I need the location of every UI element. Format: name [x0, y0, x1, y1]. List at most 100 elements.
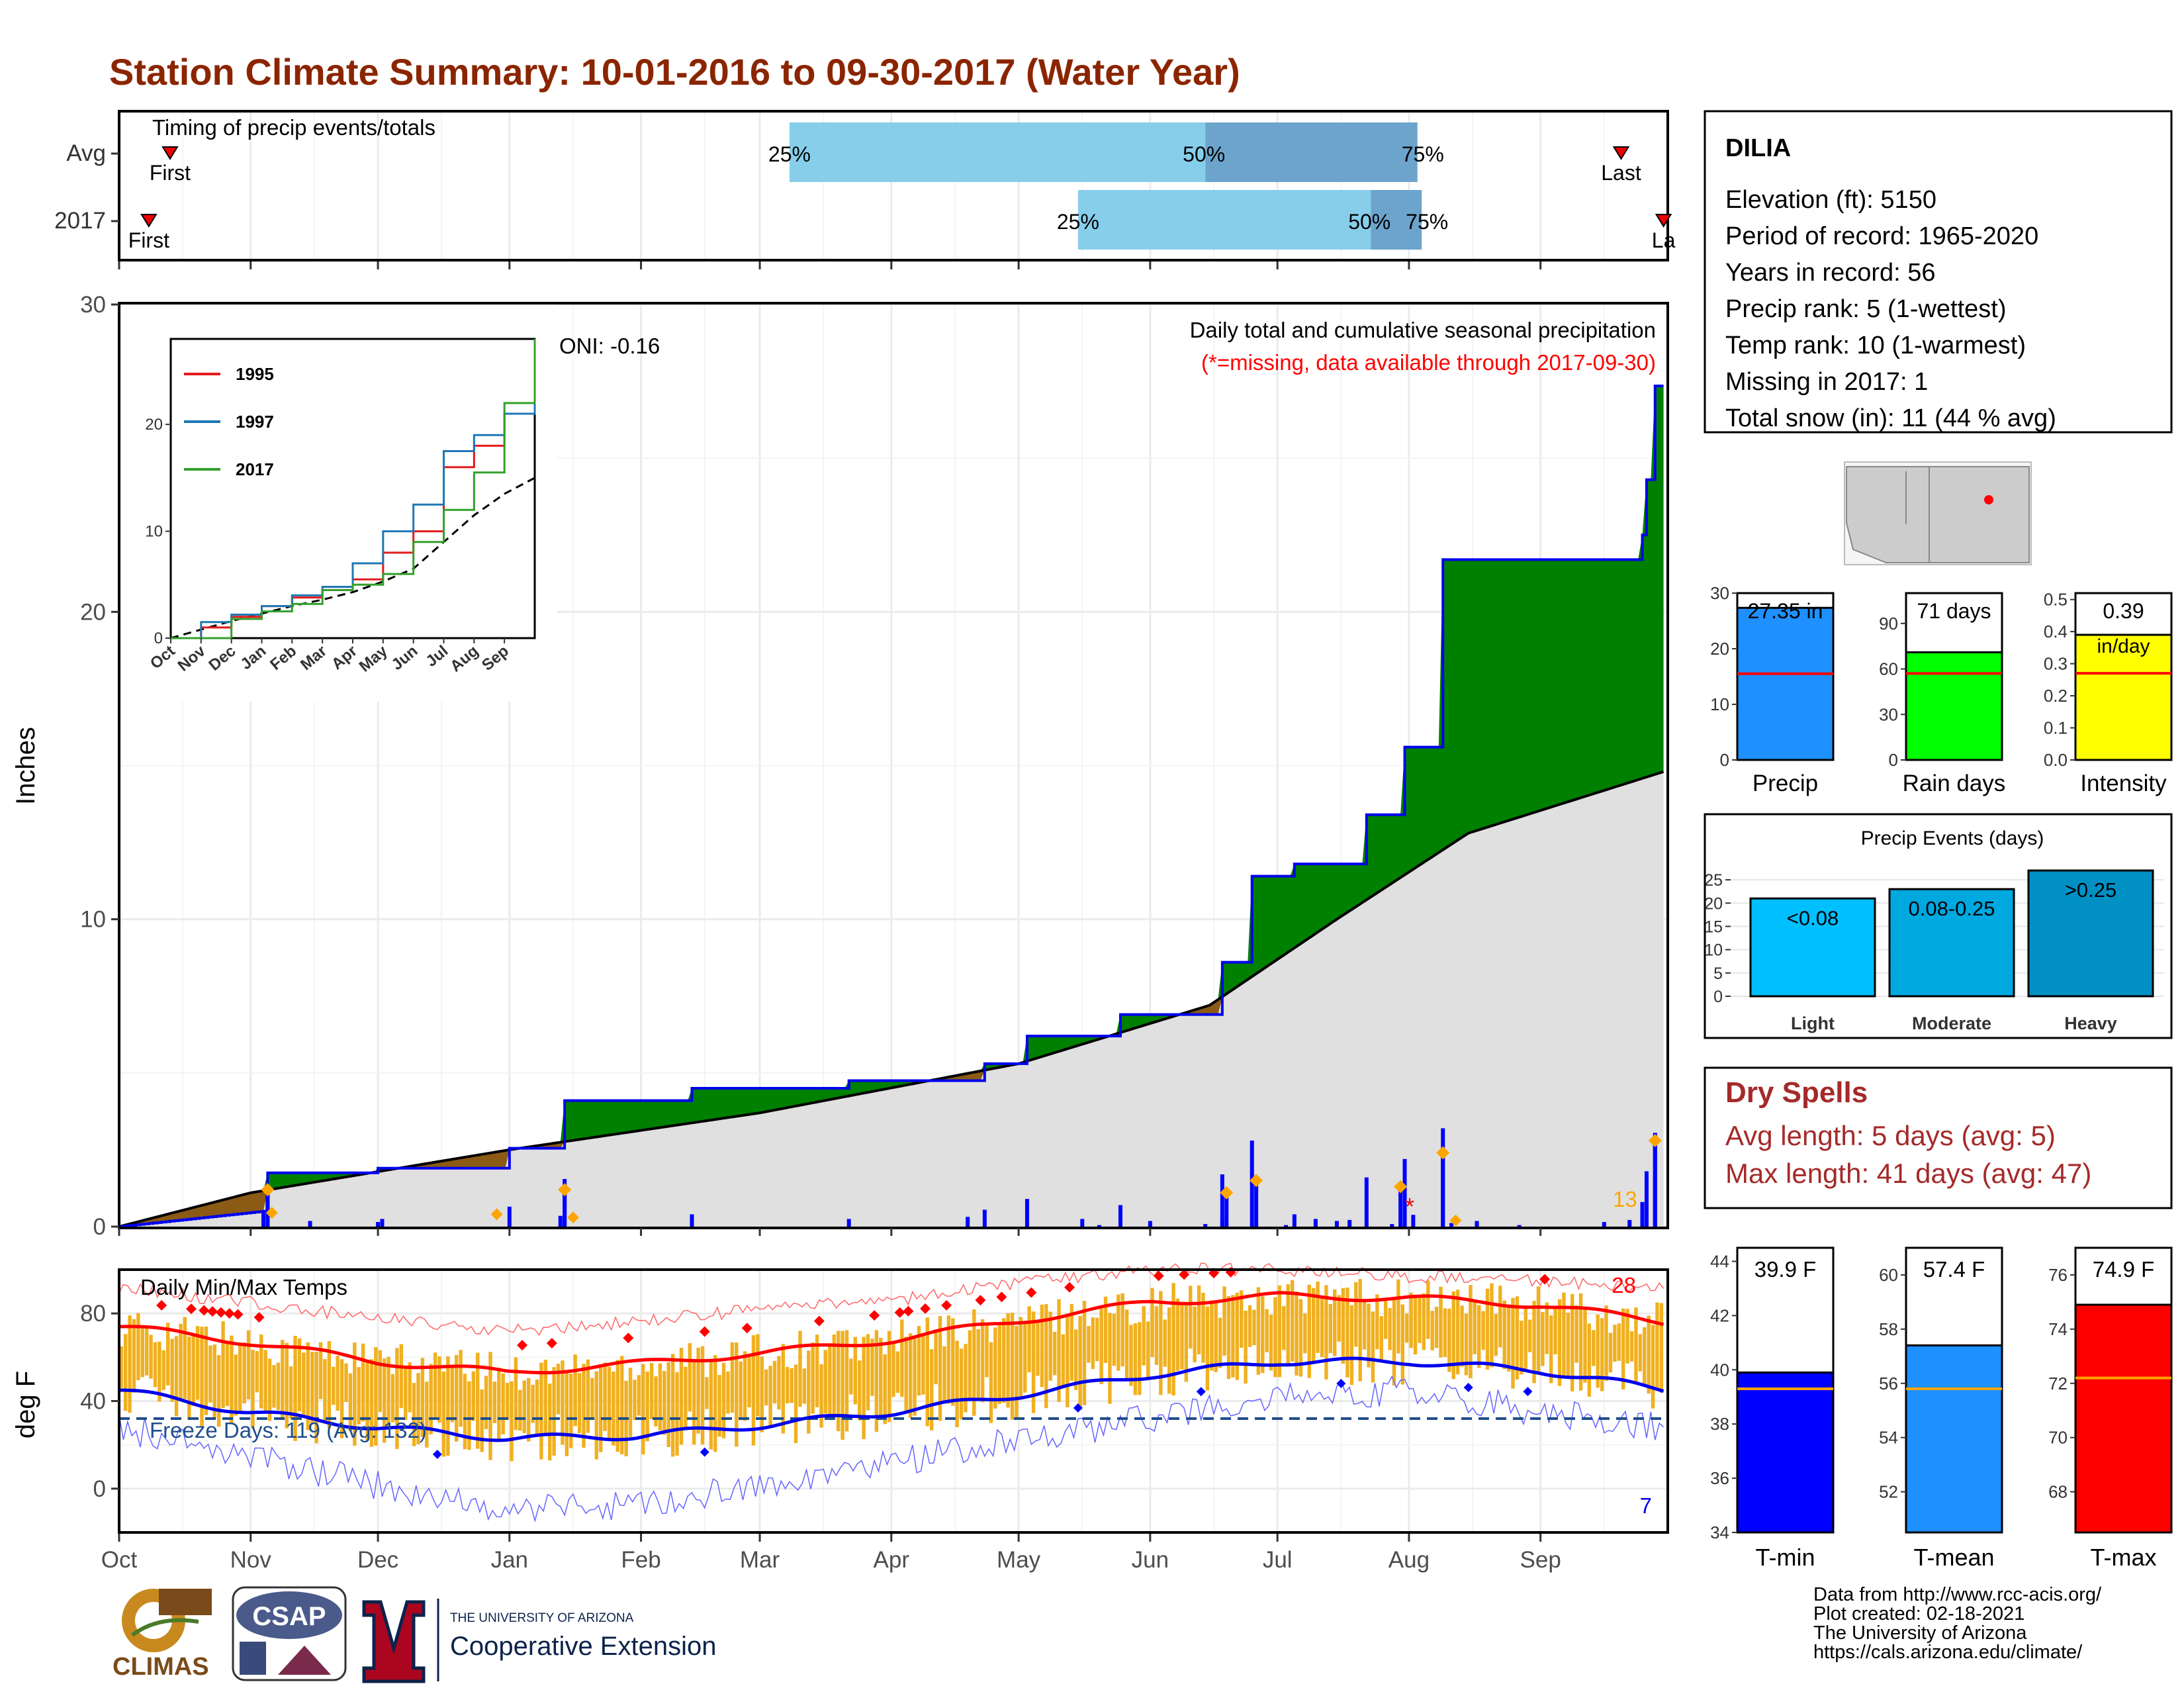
daily-temp-bar — [1643, 1327, 1647, 1385]
daily-temp-bar — [1426, 1280, 1430, 1339]
daily-temp-bar — [586, 1359, 590, 1433]
events-y-tick-label: 15 — [1704, 917, 1723, 936]
summary-bar-value: 71 days — [1917, 599, 1991, 623]
daily-precip-bar — [1640, 1201, 1645, 1227]
daily-temp-bar — [1460, 1305, 1464, 1367]
summary-bar-value: 0.39 — [2103, 599, 2144, 623]
daily-temp-bar — [153, 1342, 158, 1387]
station-info-line: Years in record: 56 — [1725, 259, 1936, 287]
daily-temp-bar — [688, 1343, 692, 1412]
daily-temp-bar — [959, 1348, 964, 1420]
daily-temp-bar — [964, 1344, 968, 1413]
daily-temp-bar — [1439, 1286, 1443, 1358]
daily-temp-bar — [1520, 1321, 1524, 1375]
daily-temp-bar — [425, 1382, 429, 1448]
daily-temp-bar — [619, 1356, 624, 1454]
daily-precip-bar — [966, 1217, 970, 1227]
daily-temp-bar — [310, 1352, 314, 1425]
temp-bar — [1905, 1344, 2003, 1534]
timing-bar-q25-q50 — [789, 122, 1206, 182]
last-event-marker — [1612, 146, 1630, 160]
daily-precip-bar — [1449, 1223, 1454, 1227]
daily-temp-bar — [1154, 1306, 1159, 1365]
events-chart: 0 5 10 15 20 25 <0.08 Light 0.08-0.25 Moderate >0.… — [1704, 869, 2164, 1033]
daily-temp-bar — [518, 1389, 522, 1431]
daily-temp-bar — [934, 1329, 938, 1385]
daily-temp-bar — [569, 1374, 573, 1448]
temp-y-axis: 0 40 80 — [80, 1301, 119, 1502]
events-y-tick-label: 0 — [1713, 988, 1723, 1006]
daily-temp-bar — [1023, 1323, 1027, 1393]
daily-temp-bar — [1532, 1301, 1536, 1383]
daily-temp-bar — [1396, 1279, 1400, 1354]
daily-temp-bar — [726, 1371, 730, 1414]
daily-temp-bar — [230, 1335, 234, 1423]
daily-temp-bar — [598, 1364, 603, 1452]
daily-precip-bar — [1250, 1140, 1254, 1227]
inset-average-line — [170, 477, 535, 639]
daily-temp-bar — [123, 1334, 128, 1411]
daily-precip-bar — [1441, 1152, 1445, 1227]
dry-spells-box: Dry Spells Avg length: 5 days (avg: 5) M… — [1704, 1066, 2173, 1209]
daily-temp-bar — [807, 1350, 811, 1434]
daily-temp-bar — [344, 1363, 348, 1402]
daily-temp-bar — [904, 1336, 908, 1411]
large-event-marker — [558, 1183, 572, 1197]
daily-temp-bar — [357, 1367, 361, 1425]
last-event-marker — [1655, 214, 1672, 228]
daily-temp-bar — [565, 1371, 569, 1456]
daily-temp-bar — [1295, 1291, 1298, 1376]
daily-temp-bar — [1349, 1305, 1354, 1385]
daily-temp-bar — [1464, 1313, 1469, 1376]
daily-temp-bar — [1138, 1322, 1142, 1395]
daily-temp-bar — [641, 1364, 645, 1455]
daily-temp-bar — [1481, 1311, 1485, 1350]
daily-precip-bar — [1220, 1219, 1224, 1227]
daily-temp-bar — [1120, 1293, 1124, 1367]
summary-bar-tick-label: 0.2 — [2044, 686, 2068, 706]
summary-bar-value: 27.35 in — [1748, 599, 1823, 623]
daily-temp-bar — [1061, 1334, 1066, 1386]
daily-temp-bar — [1358, 1279, 1362, 1382]
daily-temp-bar — [645, 1371, 649, 1442]
daily-temp-bar — [594, 1371, 598, 1460]
daily-temp-bar — [1277, 1285, 1282, 1378]
daily-temp-bar — [615, 1360, 619, 1452]
daily-temp-bar — [1515, 1296, 1520, 1380]
daily-temp-bar — [501, 1373, 505, 1434]
daily-temp-bar — [471, 1371, 476, 1421]
daily-temp-bar — [1625, 1309, 1629, 1364]
daily-temp-bar — [1252, 1309, 1256, 1346]
daily-temp-bar — [1490, 1283, 1494, 1368]
ua-big-text: Cooperative Extension — [450, 1632, 716, 1661]
daily-temp-bar — [1418, 1296, 1422, 1343]
daily-temp-bar — [1273, 1297, 1277, 1378]
daily-temp-bar — [1600, 1318, 1604, 1391]
daily-temp-bar — [404, 1368, 408, 1421]
location-map — [1844, 461, 2032, 565]
record-high-marker — [894, 1307, 905, 1318]
average-max-line — [118, 1291, 1664, 1375]
daily-temp-bar — [968, 1330, 972, 1399]
daily-temp-bar — [1333, 1289, 1337, 1356]
daily-temp-bar — [1451, 1291, 1455, 1380]
daily-temp-bar — [348, 1373, 353, 1431]
precip-y-tick-label: 0 — [93, 1214, 106, 1240]
month-tick-label: Mar — [740, 1547, 780, 1573]
daily-precip-bar — [1220, 1174, 1224, 1227]
timing-q25-label: 25% — [1057, 210, 1099, 234]
daily-temp-bar — [170, 1338, 174, 1402]
daily-temp-bar — [548, 1383, 552, 1461]
daily-temp-bar — [225, 1342, 230, 1407]
month-tick-label: Nov — [230, 1547, 272, 1573]
daily-temp-bar — [272, 1365, 276, 1408]
station-lines: Elevation (ft): 5150 Period of record: 19… — [1725, 186, 2056, 432]
daily-precip-bar — [1097, 1225, 1101, 1227]
daily-precip-bar — [308, 1221, 312, 1227]
record-high-marker — [1539, 1274, 1551, 1285]
daily-temp-bar — [1069, 1303, 1073, 1381]
daily-temp-bar — [1163, 1319, 1167, 1367]
daily-temp-bar — [1596, 1314, 1600, 1388]
daily-temp-bar — [1400, 1304, 1405, 1385]
daily-temp-bar — [1388, 1308, 1392, 1350]
